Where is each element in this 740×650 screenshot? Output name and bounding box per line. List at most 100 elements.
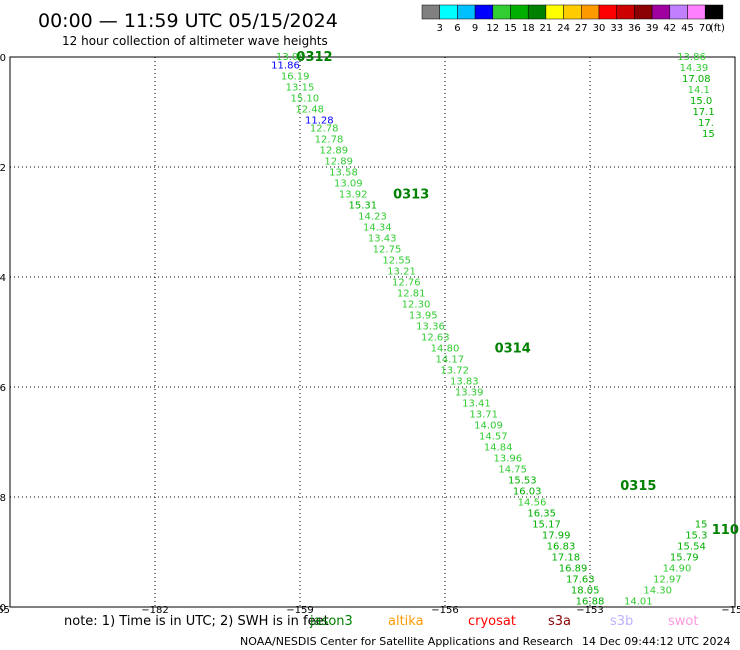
swh-value: 13.09 (334, 179, 363, 190)
swh-value: 14.57 (479, 432, 508, 443)
legend: jason3 altika cryosat s3a s3b swot (309, 614, 698, 629)
swh-value: 16.83 (547, 542, 576, 553)
swh-value: 14.39 (680, 63, 709, 74)
swh-value: 13.04 (276, 52, 305, 63)
colorbar-label: 33 (610, 23, 623, 34)
chart-title: 00:00 — 11:59 UTC 05/15/2024 (38, 10, 338, 32)
swh-value: 12.48 (295, 104, 324, 115)
swh-value: 13.92 (339, 190, 368, 201)
swh-value: 13.39 (455, 388, 484, 399)
colorbar-label: 45 (681, 23, 694, 34)
swh-value: 16.89 (559, 564, 588, 575)
colorbar-swatch (581, 4, 600, 20)
swh-value: 12.81 (397, 289, 426, 300)
y-tick-label: -40 (0, 53, 6, 64)
swh-value: 12.63 (421, 333, 450, 344)
x-tick-label: −153 (576, 605, 603, 616)
colorbar-swatch (651, 4, 671, 20)
swh-value: 17.99 (542, 531, 571, 542)
y-tick-label: -46 (0, 383, 6, 394)
swh-value: 15.53 (508, 476, 537, 487)
swh-value: 14.75 (498, 465, 527, 476)
swh-value: 13.83 (450, 377, 479, 388)
swh-value: 13.43 (368, 234, 397, 245)
colorbar-label: 36 (628, 23, 641, 34)
colorbar-label: 15 (504, 23, 517, 34)
swh-value: 16.35 (527, 509, 556, 520)
colorbar-swatch (457, 4, 476, 20)
colorbar-swatch (492, 4, 511, 20)
y-tick-label: -48 (0, 493, 6, 504)
pass-label: 0312 (296, 50, 332, 65)
x-tick-label: −156 (431, 605, 458, 616)
colorbar-label: 21 (540, 23, 553, 34)
colorbar-swatch (439, 4, 458, 20)
axis-ticks: -40 -42 -44 -46 -48 -50-165 −182 −159 −156 −153 −1… (0, 53, 740, 616)
swh-value: 14.09 (474, 421, 503, 432)
x-tick-label: −150 (721, 605, 740, 616)
swh-value: 12.89 (320, 146, 349, 157)
swh-value: 14.01 (624, 597, 653, 608)
swh-value: 15 (695, 520, 708, 531)
swh-value: 13.95 (409, 311, 438, 322)
swh-value: 15.54 (677, 542, 706, 553)
swh-value: 16.03 (513, 487, 542, 498)
colorbar-label: 42 (663, 23, 676, 34)
colorbar-swatch (545, 4, 564, 20)
colorbar-swatch (616, 4, 635, 20)
colorbar-swatch (563, 4, 582, 20)
swh-value: 14.23 (358, 212, 387, 223)
legend-entry: jason3 (309, 614, 353, 629)
swh-value: 17.08 (682, 74, 711, 85)
swh-value: 12.78 (310, 124, 339, 135)
swh-value: 12.76 (392, 278, 421, 289)
swh-value: 18.05 (571, 586, 600, 597)
timestamp: 14 Dec 09:44:12 UTC 2024 (582, 635, 730, 648)
swh-value: 14.34 (363, 223, 392, 234)
colorbar-swatch (421, 4, 440, 20)
swh-value: 12.30 (402, 300, 431, 311)
credit-line: NOAA/NESDIS Center for Satellite Applica… (240, 635, 573, 648)
legend-note: note: 1) Time is in UTC; 2) SWH is in fe… (64, 614, 329, 629)
colorbar-label: 24 (557, 23, 570, 34)
colorbar: 3 6 9 12 15 18 21 24 27 30 33 36 39 42 45 70(ft) (421, 4, 725, 34)
swh-value: 12.89 (324, 157, 353, 168)
swh-value: 16.19 (281, 71, 310, 82)
pass-label: 0314 (495, 342, 531, 357)
swh-value: 13.36 (416, 322, 445, 333)
legend-entry: s3a (548, 614, 571, 629)
colorbar-swatch (669, 4, 688, 20)
colorbar-label: 27 (575, 23, 588, 34)
colorbar-label: 30 (593, 23, 606, 34)
swh-value: 13.96 (494, 454, 523, 465)
gridlines (10, 57, 735, 607)
swh-value: 14.90 (663, 564, 692, 575)
swh-value: 15 (702, 129, 715, 140)
swh-value: 16.88 (576, 597, 605, 608)
colorbar-label: 39 (646, 23, 659, 34)
swh-value: 17. (698, 118, 714, 129)
swh-value: 12.78 (315, 135, 344, 146)
swh-value: 15.3 (685, 531, 707, 542)
swh-value: 15.17 (532, 520, 561, 531)
colorbar-label: 9 (472, 23, 478, 34)
y-tick-label: -50 (0, 603, 6, 614)
swh-value: 14.17 (436, 355, 465, 366)
swh-value: 14.80 (431, 344, 460, 355)
swh-value: 17.1 (692, 107, 714, 118)
swh-value: 13.21 (387, 267, 416, 278)
colorbar-swatch (474, 4, 494, 20)
legend-entry: swot (668, 614, 698, 629)
legend-entry: cryosat (468, 614, 516, 629)
swh-value: 12.97 (653, 575, 682, 586)
legend-entry: s3b (610, 614, 633, 629)
swh-value: 14.30 (643, 586, 672, 597)
swh-value: 13.71 (469, 410, 498, 421)
colorbar-unit: (ft) (710, 23, 725, 34)
plot-frame (9, 56, 736, 608)
colorbar-swatch (598, 4, 617, 20)
colorbar-label: 3 (437, 23, 443, 34)
colorbar-label: 6 (454, 23, 460, 34)
data-points: 13.0411.8616.1913.1515.1012.4811.2812.78… (271, 52, 715, 608)
